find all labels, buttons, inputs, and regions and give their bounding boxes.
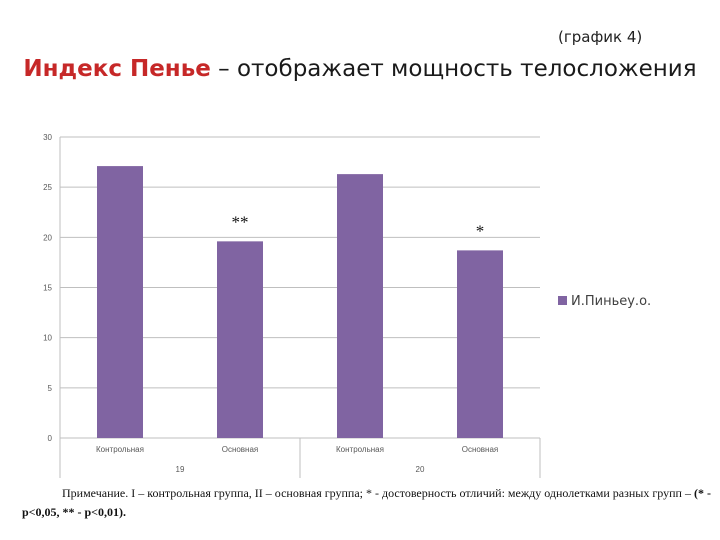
x-tick-label: Основная bbox=[222, 445, 259, 454]
y-tick-label: 25 bbox=[43, 183, 52, 192]
bar-chart: 0 5 10 15 20 25 30 Контрольная Основная ** Контрол… bbox=[43, 133, 651, 478]
footnote-text: Примечание. I – контрольная группа, II –… bbox=[62, 486, 694, 500]
x-tick-label: Контрольная bbox=[336, 445, 384, 454]
significance-marker: * bbox=[476, 221, 485, 240]
y-tick-label: 5 bbox=[48, 384, 53, 393]
legend-swatch bbox=[558, 296, 567, 305]
group-label: 20 bbox=[416, 465, 425, 474]
bar bbox=[337, 174, 383, 438]
graph-reference: (график 4) bbox=[558, 28, 643, 46]
y-tick-label: 30 bbox=[43, 133, 52, 142]
title-accent: Индекс Пенье bbox=[23, 56, 211, 82]
x-tick-label: Основная bbox=[462, 445, 499, 454]
bar bbox=[457, 250, 503, 438]
title-rest: – отображает мощность телосложения bbox=[210, 56, 697, 82]
significance-marker: ** bbox=[232, 212, 249, 231]
y-tick-label: 0 bbox=[48, 434, 53, 443]
x-tick-label: Контрольная bbox=[96, 445, 144, 454]
y-tick-label: 20 bbox=[43, 233, 52, 242]
group-label: 19 bbox=[176, 465, 185, 474]
bar bbox=[97, 166, 143, 438]
bar bbox=[217, 241, 263, 438]
footnote-significance: (* - p<0,05, ** - p<0,01). bbox=[22, 486, 711, 519]
legend-label: И.Пиньеу.о. bbox=[571, 294, 651, 309]
y-tick-label: 10 bbox=[43, 334, 52, 343]
page-title: Индекс Пенье – отображает мощность телос… bbox=[0, 52, 720, 86]
y-tick-label: 15 bbox=[43, 284, 52, 293]
footnote: Примечание. I – контрольная группа, II –… bbox=[22, 484, 712, 522]
